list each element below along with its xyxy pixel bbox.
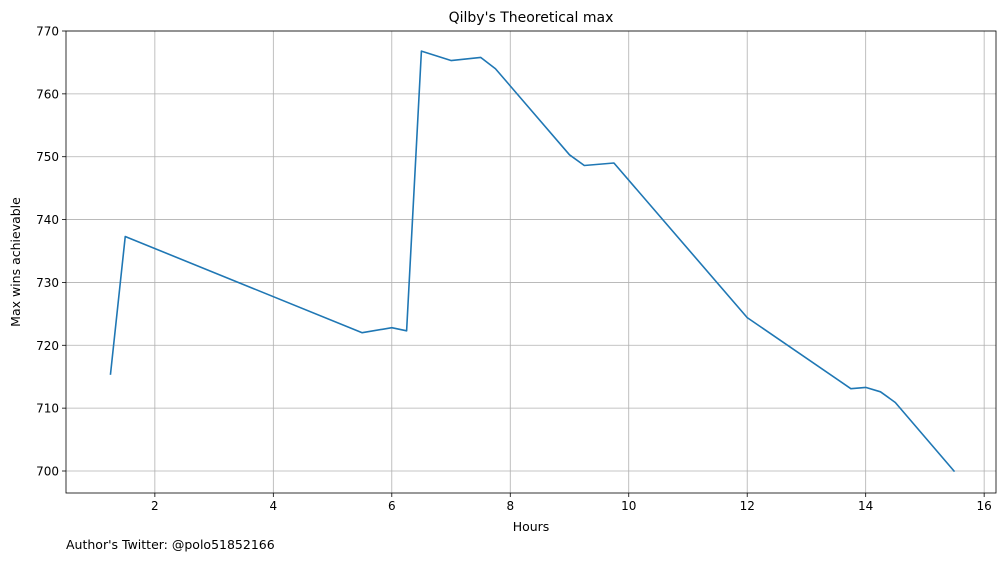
x-tick-label: 2: [151, 499, 159, 513]
y-axis: 700 710 720 730 740 750 760 770: [36, 25, 66, 479]
x-tick-label: 16: [977, 499, 992, 513]
y-tick-label: 730: [36, 276, 59, 290]
chart-title: Qilby's Theoretical max: [449, 10, 614, 26]
y-tick-label: 720: [36, 339, 59, 353]
grid: [66, 30, 996, 493]
series-layer: [109, 50, 956, 473]
y-tick-label: 760: [36, 87, 59, 101]
y-tick-label: 710: [36, 402, 59, 416]
y-tick-label: 770: [36, 25, 59, 39]
x-tick-label: 8: [506, 499, 514, 513]
y-axis-label: Max wins achievable: [8, 197, 23, 327]
y-tick-label: 700: [36, 465, 59, 479]
y-tick-label: 750: [36, 150, 59, 164]
author-twitter-note: Author's Twitter: @polo51852166: [66, 537, 275, 552]
plot-frame: [65, 30, 997, 494]
y-tick-label: 740: [36, 213, 59, 227]
x-tick-label: 10: [621, 499, 636, 513]
x-axis: 2 4 6 8 10 12 14 16: [151, 493, 992, 513]
x-tick-label: 4: [270, 499, 278, 513]
series-line: [109, 50, 956, 473]
x-tick-label: 6: [388, 499, 396, 513]
x-axis-label: Hours: [513, 519, 550, 534]
x-tick-label: 12: [740, 499, 755, 513]
x-tick-label: 14: [858, 499, 873, 513]
